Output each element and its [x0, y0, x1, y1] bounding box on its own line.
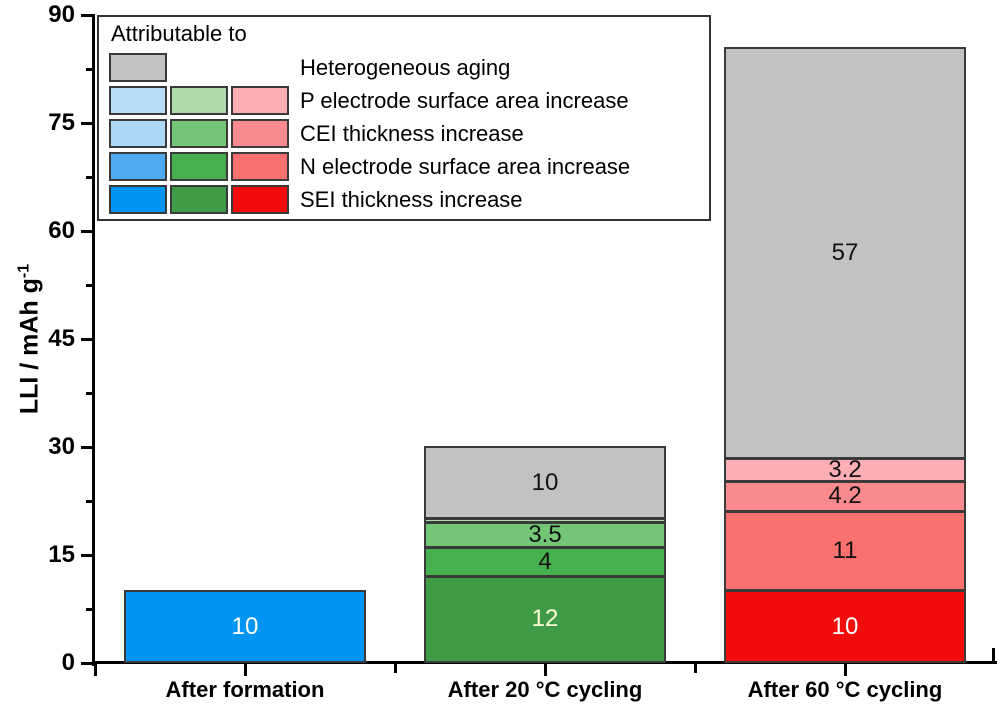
y-axis-tick-label: 45: [48, 325, 75, 352]
legend-swatch: [170, 185, 228, 214]
bar-segment-heterogeneous-aging: 10: [424, 446, 666, 519]
bar-segment-sei-thickness-increase: 12: [424, 575, 666, 663]
y-axis-major-tick: [81, 13, 92, 17]
legend-swatch: [109, 86, 167, 115]
bar-segment-n-electrode-surface-area-increase: 4: [424, 546, 666, 577]
y-axis-minor-tick: [86, 499, 92, 503]
bar-segment-value: 3.2: [828, 455, 862, 483]
y-axis-major-tick: [81, 229, 92, 233]
legend-row: N electrode surface area increase: [99, 150, 709, 183]
legend-swatch: [231, 119, 289, 148]
legend-swatch: [109, 185, 167, 214]
legend-item-label: P electrode surface area increase: [300, 87, 629, 113]
y-axis-major-tick: [81, 553, 92, 557]
y-axis-minor-tick: [86, 175, 92, 179]
bar-segment-cei-thickness-increase: 4.2: [724, 480, 966, 512]
x-axis-boundary-tick: [393, 664, 397, 673]
legend-item-label: SEI thickness increase: [300, 186, 523, 212]
legend-swatch: [231, 185, 289, 214]
legend-swatch: [170, 86, 228, 115]
legend-row: P electrode surface area increase: [99, 84, 709, 117]
legend-swatch: [231, 86, 289, 115]
y-axis-minor-tick: [86, 67, 92, 71]
x-axis-boundary-tick: [93, 664, 97, 676]
bar-segment-value: 10: [231, 612, 259, 640]
bar-segment-n-electrode-surface-area-increase: 11: [724, 510, 966, 591]
legend-title: Attributable to: [111, 21, 247, 46]
bar-segment-sei-thickness-increase: 10: [724, 590, 966, 663]
y-axis-minor-tick: [86, 283, 92, 287]
bar-segment-value: 4: [538, 547, 552, 575]
bar-segment-sei-thickness-increase: 10: [124, 590, 366, 663]
y-axis-tick-label: 75: [48, 109, 75, 136]
bar-segment-value: 4.2: [828, 482, 862, 510]
x-axis-category-label: After 60 °C cycling: [747, 677, 943, 702]
bar-segment-heterogeneous-aging: 57: [724, 47, 966, 459]
x-axis-major-tick: [843, 664, 847, 676]
y-axis-tick-label: 60: [48, 217, 75, 244]
bar-segment-value: 10: [531, 468, 559, 496]
legend-row: SEI thickness increase: [99, 183, 709, 216]
y-axis-major-tick: [81, 445, 92, 449]
legend-item-label: CEI thickness increase: [300, 120, 524, 146]
legend-swatch: [109, 152, 167, 181]
y-axis-major-tick: [81, 121, 92, 125]
y-axis-line: [92, 14, 95, 666]
y-axis-major-tick: [81, 337, 92, 341]
bar-segment-value: 10: [831, 612, 859, 640]
y-axis-tick-label: 15: [48, 541, 75, 568]
legend-row: Heterogeneous aging: [99, 51, 709, 84]
y-axis-tick-label: 0: [61, 649, 75, 676]
x-axis-major-tick: [543, 664, 547, 676]
bar-segment-cei-thickness-increase: 3.5: [424, 520, 666, 548]
y-axis-minor-tick: [86, 391, 92, 395]
y-axis-tick-label: 90: [48, 1, 75, 28]
legend-swatch: [109, 119, 167, 148]
legend-swatch: [109, 53, 167, 82]
y-axis-title-superscript: -1: [15, 263, 33, 279]
bar-segment-value: 3.5: [528, 520, 562, 548]
x-axis-category-label: After 20 °C cycling: [447, 677, 643, 702]
legend: Attributable to Heterogeneous aging P ele…: [97, 15, 711, 221]
x-axis-boundary-tick: [693, 664, 697, 673]
legend-row: CEI thickness increase: [99, 117, 709, 150]
legend-rows: Heterogeneous aging P electrode surface a…: [99, 51, 709, 216]
legend-swatch: [231, 152, 289, 181]
legend-item-label: N electrode surface area increase: [300, 153, 631, 179]
bar-segment-value: 12: [531, 605, 559, 633]
legend-swatch: [170, 119, 228, 148]
x-axis-major-tick: [243, 664, 247, 676]
y-axis-tick-label: 30: [48, 433, 75, 460]
x-axis-category-label: After formation: [165, 677, 325, 702]
y-axis-major-tick: [81, 661, 92, 665]
bar-segment-value: 11: [832, 536, 858, 564]
x-axis-end-tick: [992, 648, 995, 662]
legend-item-label: Heterogeneous aging: [300, 54, 511, 80]
bar-segment-p-electrode-surface-area-increase: 3.2: [724, 455, 966, 483]
bar-segment-value: 57: [831, 238, 859, 266]
legend-swatch: [170, 152, 228, 181]
y-axis-minor-tick: [86, 607, 92, 611]
